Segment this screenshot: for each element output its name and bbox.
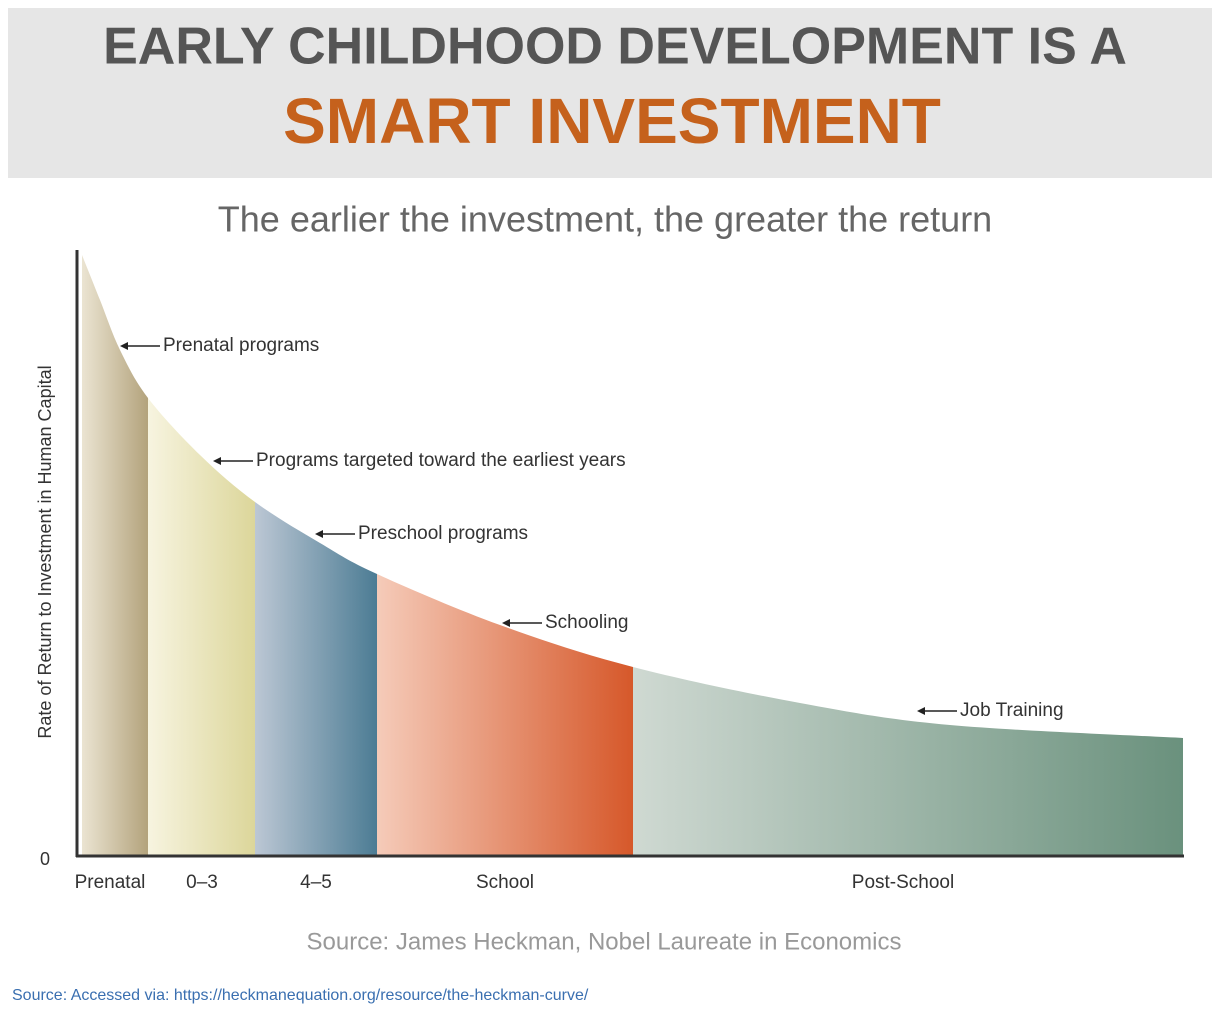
title-line2: SMART INVESTMENT (283, 85, 941, 157)
segment (82, 255, 148, 856)
x-tick-label: Post-School (852, 872, 954, 893)
x-tick-label: 0–3 (186, 872, 218, 893)
source: Source: Accessed via: https://heckmanequ… (12, 987, 589, 1004)
arrow-head (213, 457, 221, 465)
plot: Prenatal 0–3 4–5 School Post-School Prenatal … (75, 255, 1183, 893)
arrow-head (315, 530, 323, 538)
annotation: Schooling (545, 612, 628, 633)
annotation: Programs targeted toward the earliest ye… (256, 450, 626, 471)
arrow-head (120, 342, 128, 350)
annotation: Job Training (960, 700, 1064, 721)
y-tick-label: 0 (40, 849, 50, 869)
y-axis-label: Rate of Return to Investment in Human Ca… (35, 365, 55, 738)
x-tick-label: Prenatal (75, 872, 146, 893)
area (82, 255, 1183, 856)
subtitle: The earlier the investment, the greater … (218, 199, 992, 240)
segment (633, 255, 1183, 856)
annotation: Preschool programs (358, 523, 528, 544)
segment (148, 255, 255, 856)
segment (377, 255, 633, 856)
x-tick-label: 4–5 (300, 872, 332, 893)
title-line1: EARLY CHILDHOOD DEVELOPMENT IS A (103, 18, 1127, 76)
x-tick-label: School (476, 872, 534, 893)
header-band (8, 8, 1212, 178)
credit: Source: James Heckman, Nobel Laureate in… (307, 928, 902, 955)
arrow-head (917, 707, 925, 715)
segment (255, 255, 377, 856)
annotation: Prenatal programs (163, 335, 319, 356)
arrow-head (502, 619, 510, 627)
